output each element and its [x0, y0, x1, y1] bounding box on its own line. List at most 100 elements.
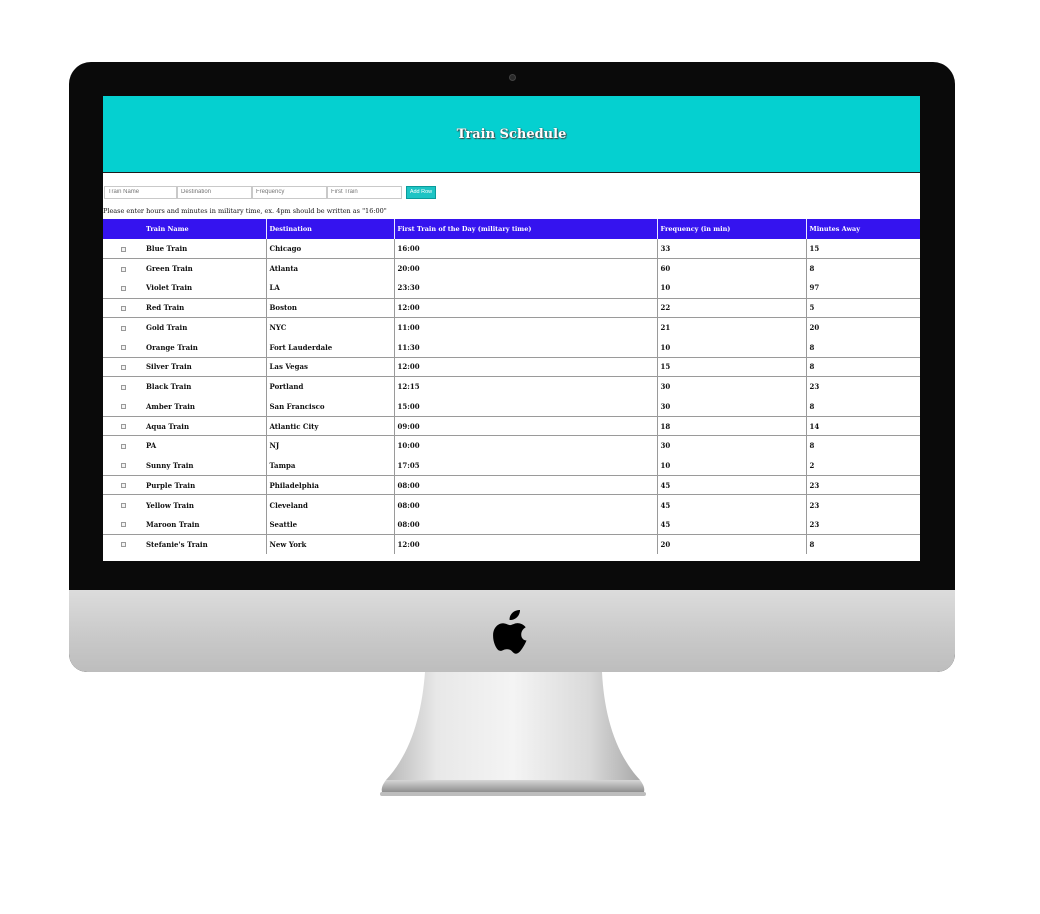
cell-minutes-away: 23	[805, 474, 920, 495]
row-checkbox[interactable]	[103, 239, 143, 259]
cell-train-name: Green Train	[143, 258, 266, 279]
checkbox-icon[interactable]	[120, 305, 126, 311]
cell-destination: Tampa	[265, 455, 394, 476]
cell-frequency: 10	[656, 455, 806, 476]
screen: Train Schedule Add Row Please enter hour…	[103, 96, 920, 561]
row-checkbox[interactable]	[103, 415, 143, 436]
table-row: Amber Train San Francisco 15:00 30 8	[103, 396, 920, 417]
checkbox-icon[interactable]	[120, 325, 126, 331]
cell-minutes-away: 14	[805, 415, 920, 436]
cell-minutes-away: 23	[805, 376, 920, 397]
row-checkbox[interactable]	[103, 494, 143, 515]
row-checkbox[interactable]	[103, 258, 143, 279]
cell-destination: Las Vegas	[265, 356, 394, 377]
checkbox-icon[interactable]	[120, 443, 126, 449]
cell-first-train: 11:30	[393, 337, 657, 358]
checkbox-icon[interactable]	[120, 483, 126, 489]
row-checkbox[interactable]	[103, 297, 143, 318]
cell-train-name: Gold Train	[143, 317, 266, 338]
checkbox-icon[interactable]	[120, 503, 126, 509]
checkbox-icon[interactable]	[120, 345, 126, 351]
cell-frequency: 15	[656, 356, 806, 377]
cell-first-train: 20:00	[393, 258, 657, 279]
checkbox-icon[interactable]	[120, 542, 126, 548]
military-time-note: Please enter hours and minutes in milita…	[103, 207, 387, 215]
checkbox-icon[interactable]	[120, 246, 126, 252]
cell-frequency: 60	[656, 258, 806, 279]
cell-train-name: Red Train	[143, 297, 266, 318]
cell-frequency: 33	[656, 239, 806, 259]
cell-destination: Philadelphia	[265, 474, 394, 495]
table-header-row: Train Name Destination First Train of th…	[103, 219, 920, 239]
table-row: Maroon Train Seattle 08:00 45 23	[103, 514, 920, 535]
table-row: PA NJ 10:00 30 8	[103, 435, 920, 456]
table-row: Sunny Train Tampa 17:05 10 2	[103, 455, 920, 476]
row-checkbox[interactable]	[103, 474, 143, 495]
checkbox-icon[interactable]	[120, 463, 126, 469]
checkbox-icon[interactable]	[120, 384, 126, 390]
cell-destination: Boston	[265, 297, 394, 318]
cell-train-name: Aqua Train	[143, 415, 266, 436]
cell-frequency: 22	[656, 297, 806, 318]
destination-input[interactable]	[177, 185, 252, 199]
monitor-stand	[380, 672, 646, 796]
cell-first-train: 16:00	[393, 239, 657, 259]
monitor-chin	[69, 590, 955, 672]
row-checkbox[interactable]	[103, 533, 143, 554]
cell-train-name: Purple Train	[143, 474, 266, 495]
frequency-input[interactable]	[252, 185, 327, 199]
row-checkbox[interactable]	[103, 278, 143, 298]
row-checkbox[interactable]	[103, 317, 143, 338]
checkbox-icon[interactable]	[120, 364, 126, 370]
checkbox-icon[interactable]	[120, 424, 126, 430]
add-row-button[interactable]: Add Row	[406, 185, 436, 199]
row-checkbox[interactable]	[103, 515, 143, 535]
cell-destination: NYC	[265, 317, 394, 338]
cell-first-train: 15:00	[393, 396, 657, 417]
cell-first-train: 09:00	[393, 415, 657, 436]
checkbox-icon[interactable]	[120, 266, 126, 272]
cell-train-name: Blue Train	[146, 244, 188, 254]
row-checkbox[interactable]	[103, 456, 143, 476]
table-row: Red Train Boston 12:00 22 5	[103, 297, 920, 318]
checkbox-icon[interactable]	[120, 285, 126, 291]
cell-first-train: 10:00	[393, 435, 657, 456]
cell-frequency: 30	[656, 396, 806, 417]
cell-minutes-away: 8	[805, 396, 920, 417]
row-checkbox[interactable]	[103, 376, 143, 397]
cell-destination: LA	[265, 278, 394, 299]
cell-frequency: 20	[656, 533, 806, 554]
train-table: Train Name Destination First Train of th…	[103, 219, 920, 554]
cell-destination: Atlantic City	[265, 415, 394, 436]
cell-first-train: 12:15	[393, 376, 657, 397]
first-train-input[interactable]	[327, 185, 402, 199]
header-select	[103, 219, 143, 239]
train-name-input[interactable]	[104, 185, 177, 199]
row-checkbox[interactable]	[103, 356, 143, 377]
row-checkbox[interactable]	[103, 337, 143, 357]
cell-train-name: Violet Train	[146, 283, 193, 293]
cell-frequency: 21	[656, 317, 806, 338]
add-train-form: Add Row	[103, 184, 920, 200]
cell-frequency: 10	[656, 337, 806, 358]
checkbox-icon[interactable]	[120, 404, 126, 410]
cell-destination: Fort Lauderdale	[265, 337, 394, 358]
table-row: Black Train Portland 12:15 30 23	[103, 376, 920, 397]
cell-minutes-away: 8	[805, 337, 920, 358]
cell-train-name: Stefanie's Train	[143, 533, 266, 554]
cell-train-name: Sunny Train	[146, 460, 194, 470]
cell-minutes-away: 8	[805, 533, 920, 554]
cell-destination: San Francisco	[265, 396, 394, 417]
row-checkbox[interactable]	[103, 397, 143, 417]
cell-frequency: 45	[656, 474, 806, 495]
cell-first-train: 17:05	[393, 455, 657, 476]
cell-first-train: 08:00	[393, 474, 657, 495]
cell-minutes-away: 5	[805, 297, 920, 318]
cell-train-name: Silver Train	[143, 356, 266, 377]
cell-minutes-away: 23	[805, 514, 920, 535]
cell-destination: Seattle	[265, 514, 394, 535]
cell-minutes-away: 8	[805, 356, 920, 377]
cell-first-train: 12:00	[393, 356, 657, 377]
row-checkbox[interactable]	[103, 435, 143, 456]
checkbox-icon[interactable]	[120, 522, 126, 528]
